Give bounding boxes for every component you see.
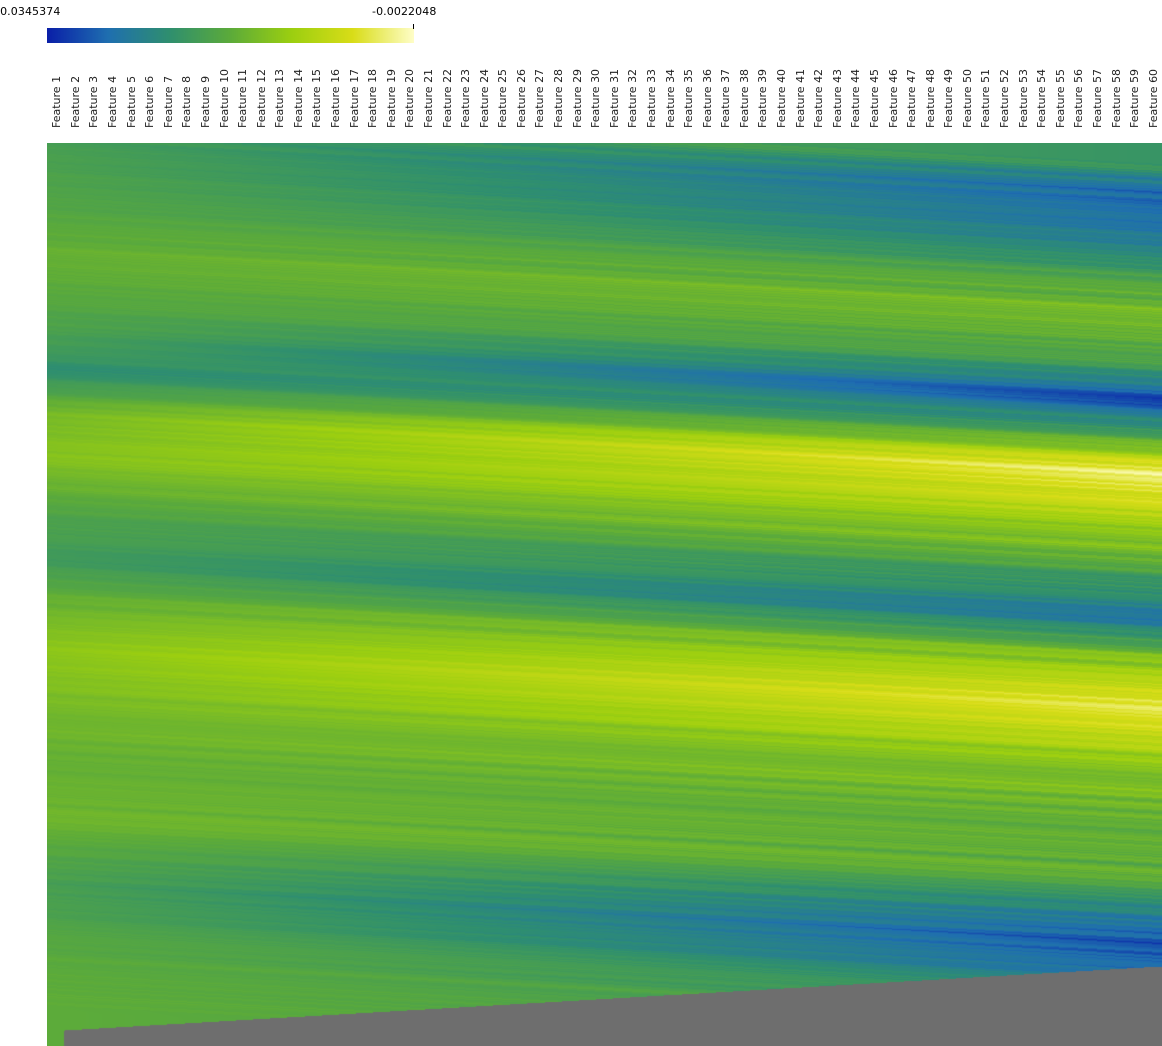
feature-label: Feature 36 (700, 68, 714, 128)
feature-label: Feature 5 (124, 75, 138, 128)
feature-label: Feature 32 (626, 68, 640, 128)
feature-label: Feature 20 (403, 68, 417, 128)
feature-label: Feature 22 (440, 68, 454, 128)
feature-label: Feature 30 (589, 68, 603, 128)
feature-label: Feature 34 (663, 68, 677, 128)
feature-label: Feature 2 (68, 75, 82, 128)
feature-label: Feature 47 (905, 68, 919, 128)
feature-label: Feature 44 (849, 68, 863, 128)
feature-label: Feature 59 (1128, 68, 1142, 128)
feature-label: Feature 39 (756, 68, 770, 128)
feature-labels: Feature 1 Feature 2 Feature 3 Feature 4 Feat… (0, 0, 1162, 140)
feature-label: Feature 11 (236, 68, 250, 128)
feature-label: Feature 49 (942, 68, 956, 128)
feature-label: Feature 40 (775, 68, 789, 128)
feature-label: Feature 43 (830, 68, 844, 128)
feature-label: Feature 50 (960, 68, 974, 128)
feature-label: Feature 15 (310, 68, 324, 128)
feature-label: Feature 38 (737, 68, 751, 128)
feature-label: Feature 13 (273, 68, 287, 128)
heatmap-plot-area (47, 143, 1162, 1046)
feature-label: Feature 18 (366, 68, 380, 128)
colorbar-min-label: -0.0345374 (0, 5, 61, 18)
colorbar-max-tick (413, 24, 414, 29)
feature-label: Feature 58 (1109, 68, 1123, 128)
feature-label: Feature 3 (87, 75, 101, 128)
feature-label: Feature 57 (1090, 68, 1104, 128)
feature-label: Feature 25 (496, 68, 510, 128)
feature-label: Feature 9 (198, 75, 212, 128)
colorbar (47, 28, 414, 43)
feature-label: Feature 27 (533, 68, 547, 128)
feature-label: Feature 4 (106, 75, 120, 128)
feature-label: Feature 21 (421, 68, 435, 128)
feature-label: Feature 29 (570, 68, 584, 128)
colorbar-max-label: -0.0022048 (372, 5, 437, 18)
feature-label: Feature 42 (812, 68, 826, 128)
feature-label: Feature 28 (552, 68, 566, 128)
feature-label: Feature 60 (1146, 68, 1160, 128)
feature-label: Feature 6 (143, 75, 157, 128)
feature-label: Feature 26 (514, 68, 528, 128)
feature-label: Feature 56 (1072, 68, 1086, 128)
feature-label: Feature 52 (998, 68, 1012, 128)
feature-label: Feature 16 (329, 68, 343, 128)
feature-label: Feature 8 (180, 75, 194, 128)
feature-label: Feature 48 (923, 68, 937, 128)
feature-label: Feature 53 (1016, 68, 1030, 128)
feature-label: Feature 1 (50, 75, 64, 128)
heatmap (47, 143, 1162, 1046)
feature-label: Feature 55 (1053, 68, 1067, 128)
feature-label: Feature 19 (384, 68, 398, 128)
feature-label: Feature 10 (217, 68, 231, 128)
feature-label: Feature 45 (867, 68, 881, 128)
feature-label: Feature 7 (161, 75, 175, 128)
feature-label: Feature 31 (607, 68, 621, 128)
feature-label: Feature 23 (459, 68, 473, 128)
feature-label: Feature 37 (719, 68, 733, 128)
feature-label: Feature 51 (979, 68, 993, 128)
feature-label: Feature 33 (644, 68, 658, 128)
feature-label: Feature 54 (1035, 68, 1049, 128)
feature-label: Feature 35 (682, 68, 696, 128)
feature-label: Feature 41 (793, 68, 807, 128)
feature-label: Feature 12 (254, 68, 268, 128)
feature-label: Feature 46 (886, 68, 900, 128)
feature-label: Feature 14 (291, 68, 305, 128)
feature-label: Feature 17 (347, 68, 361, 128)
feature-label: Feature 24 (477, 68, 491, 128)
